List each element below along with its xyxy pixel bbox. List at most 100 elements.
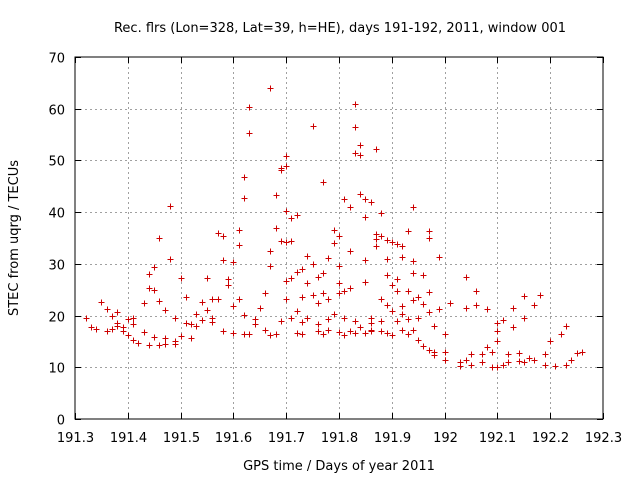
data-point	[315, 328, 322, 335]
data-point	[331, 227, 338, 234]
data-point	[531, 302, 538, 309]
data-point	[378, 296, 385, 303]
data-point	[484, 306, 491, 313]
data-point	[547, 338, 554, 345]
y-tick-label: 40	[48, 207, 65, 222]
x-tick-label: 192.3	[585, 431, 622, 446]
data-point	[225, 282, 232, 289]
data-point	[331, 240, 338, 247]
data-point	[220, 257, 227, 264]
data-point	[399, 311, 406, 318]
data-point	[410, 258, 417, 265]
data-point	[209, 315, 216, 322]
data-point	[500, 317, 507, 324]
data-point	[141, 329, 148, 336]
data-point	[151, 287, 158, 294]
data-point	[315, 274, 322, 281]
data-point	[120, 324, 127, 331]
data-point	[88, 324, 95, 331]
data-point	[109, 313, 116, 320]
data-point	[436, 254, 443, 261]
data-point	[479, 351, 486, 358]
data-point	[125, 316, 132, 323]
x-tick-label: 192.2	[532, 431, 569, 446]
data-point	[399, 303, 406, 310]
data-point	[368, 327, 375, 334]
data-point	[373, 146, 380, 153]
data-point	[310, 261, 317, 268]
data-point	[273, 331, 280, 338]
x-tick-label: 192	[433, 431, 458, 446]
data-point	[162, 335, 169, 342]
data-point	[405, 228, 412, 235]
data-point	[199, 299, 206, 306]
data-point	[310, 123, 317, 130]
data-point	[394, 318, 401, 325]
data-point	[267, 248, 274, 255]
data-point	[299, 266, 306, 273]
data-point	[246, 331, 253, 338]
data-point	[167, 256, 174, 263]
data-point	[288, 238, 295, 245]
data-point	[505, 351, 512, 358]
data-point	[431, 323, 438, 330]
data-point	[399, 243, 406, 250]
data-point	[442, 357, 449, 364]
data-point	[283, 278, 290, 285]
data-point	[146, 342, 153, 349]
data-point	[204, 307, 211, 314]
data-point	[352, 101, 359, 108]
data-point	[410, 204, 417, 211]
data-point	[399, 327, 406, 334]
data-point	[341, 196, 348, 203]
y-tick-label: 50	[48, 155, 65, 170]
data-point	[579, 349, 586, 356]
data-point	[368, 199, 375, 206]
data-point	[442, 331, 449, 338]
data-point	[93, 326, 100, 333]
data-point	[347, 204, 354, 211]
data-point	[156, 235, 163, 242]
data-point	[347, 248, 354, 255]
data-point	[220, 233, 227, 240]
data-point	[516, 350, 523, 357]
data-point	[220, 328, 227, 335]
data-point	[193, 323, 200, 330]
y-tick-label: 30	[48, 259, 65, 274]
data-point	[109, 326, 116, 333]
data-point	[415, 294, 422, 301]
data-point	[352, 124, 359, 131]
data-point	[399, 254, 406, 261]
data-point	[473, 288, 480, 295]
data-point	[288, 275, 295, 282]
data-point	[273, 225, 280, 232]
data-point	[447, 300, 454, 307]
data-point	[415, 315, 422, 322]
data-point	[156, 298, 163, 305]
data-point	[130, 315, 137, 322]
data-point	[394, 276, 401, 283]
data-point	[457, 363, 464, 370]
data-point	[347, 328, 354, 335]
data-point	[420, 343, 427, 350]
data-point	[394, 241, 401, 248]
y-axis-ticks: 0 10 20 30 40 50 60 70	[48, 52, 603, 429]
data-point	[479, 359, 486, 366]
data-point	[104, 328, 111, 335]
data-point	[357, 152, 364, 159]
data-point	[552, 363, 559, 370]
data-point	[384, 237, 391, 244]
data-point	[352, 330, 359, 337]
data-point	[357, 324, 364, 331]
data-point	[267, 263, 274, 270]
data-point	[162, 341, 169, 348]
data-point	[183, 294, 190, 301]
data-point	[510, 305, 517, 312]
data-point	[104, 306, 111, 313]
data-point	[420, 272, 427, 279]
x-tick-label: 191.4	[110, 431, 147, 446]
data-point	[410, 297, 417, 304]
data-point	[172, 341, 179, 348]
y-tick-label: 60	[48, 104, 65, 119]
